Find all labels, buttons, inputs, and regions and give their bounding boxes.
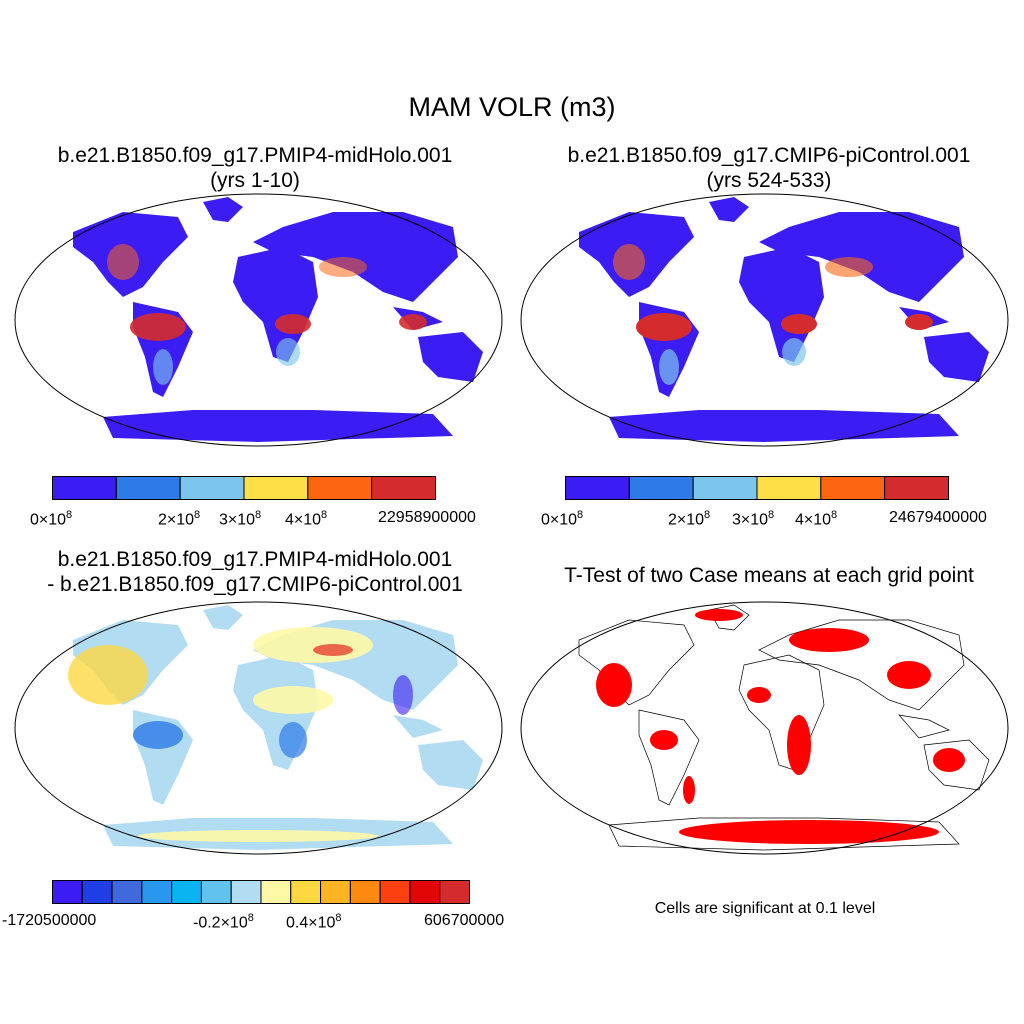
panel-title-line2: (yrs 524-533) (706, 169, 832, 192)
colorbar-swatch (307, 476, 373, 500)
colorbar-label: 2×108 (158, 509, 201, 529)
colorbar-swatch (565, 476, 630, 500)
colorbar-label: 3×108 (219, 509, 262, 529)
colorbar-swatch (243, 476, 309, 500)
colorbar-swatch (820, 476, 886, 500)
colorbar-swatch (179, 476, 245, 500)
colorbar-label: 4×108 (285, 509, 328, 529)
significance-cells (596, 609, 965, 844)
panel-title-bottom-left: b.e21.B1850.f09_g17.PMIP4-midHolo.001 - … (15, 547, 495, 597)
main-title: MAM VOLR (m3) (408, 92, 616, 122)
colorbar-bottom-left (52, 880, 470, 904)
colorbar-top-left (52, 476, 436, 500)
significance-note: Cells are significant at 0.1 level (654, 900, 876, 917)
colorbar-swatch (379, 880, 411, 904)
colorbar-swatch (52, 476, 117, 500)
panel-title-top-left: b.e21.B1850.f09_g17.PMIP4-midHolo.001 (y… (15, 143, 495, 193)
colorbar-swatch (81, 880, 113, 904)
colorbar-swatch (756, 476, 822, 500)
colorbar-swatch (371, 476, 436, 500)
colorbar-label: 24679400000 (889, 509, 987, 526)
map-bottom-right (520, 601, 1009, 855)
colorbar-swatch (628, 476, 694, 500)
colorbar-swatch (260, 880, 292, 904)
map-top-left (14, 193, 503, 447)
map-bottom-left (14, 601, 503, 855)
colorbar-swatch (171, 880, 202, 904)
panel-title-line1: b.e21.B1850.f09_g17.CMIP6-piControl.001 (567, 144, 971, 167)
panel-title-bottom-right: T-Test of two Case means at each grid po… (564, 564, 974, 587)
hotspots (107, 244, 427, 385)
colorbar-label: 3×108 (732, 509, 775, 529)
colorbar-swatch (141, 880, 173, 904)
colorbar-label: 0×108 (541, 509, 584, 529)
panel-title-line1: b.e21.B1850.f09_g17.PMIP4-midHolo.001 (57, 548, 453, 571)
colorbar-swatch (409, 880, 441, 904)
colorbar-swatch (111, 880, 143, 904)
colorbar-label: -0.2×108 (193, 912, 254, 932)
colorbar-swatch (884, 476, 949, 500)
colorbar-swatch (439, 880, 470, 904)
colorbar-swatch (200, 880, 232, 904)
colorbar-label: 606700000 (424, 912, 505, 929)
colorbar-top-right (565, 476, 949, 500)
map-top-right (520, 193, 1009, 447)
colorbar-swatch (692, 476, 758, 500)
colorbar-swatch (230, 880, 262, 904)
colorbar-swatch (115, 476, 181, 500)
panel-title-line2: - b.e21.B1850.f09_g17.CMIP6-piControl.00… (47, 573, 463, 596)
panel-title-top-right: b.e21.B1850.f09_g17.CMIP6-piControl.001 … (529, 143, 1009, 193)
panel-title-line2: (yrs 1-10) (210, 169, 300, 192)
colorbar-label: 4×108 (795, 509, 838, 529)
colorbar-swatch (320, 880, 351, 904)
panel-title-line1: b.e21.B1850.f09_g17.PMIP4-midHolo.001 (57, 144, 453, 167)
colorbar-label: 22958900000 (378, 509, 476, 526)
colorbar-label: -1720500000 (2, 912, 97, 929)
colorbar-swatch (349, 880, 381, 904)
colorbar-swatch (52, 880, 83, 904)
colorbar-label: 0×108 (30, 509, 73, 529)
colorbar-label: 0.4×108 (286, 912, 342, 932)
colorbar-label: 2×108 (668, 509, 711, 529)
colorbar-swatch (290, 880, 322, 904)
hotspots (613, 244, 933, 385)
difference-patches (68, 627, 413, 842)
